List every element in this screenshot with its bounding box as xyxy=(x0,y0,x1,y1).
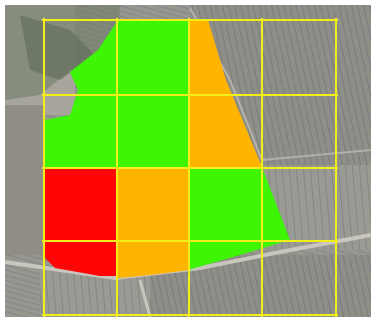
zone-orange-south xyxy=(118,167,190,278)
zone-orange-north xyxy=(190,20,262,167)
grid-overlay xyxy=(42,18,338,317)
zone-red xyxy=(45,167,118,276)
zone-green-east xyxy=(188,167,290,270)
